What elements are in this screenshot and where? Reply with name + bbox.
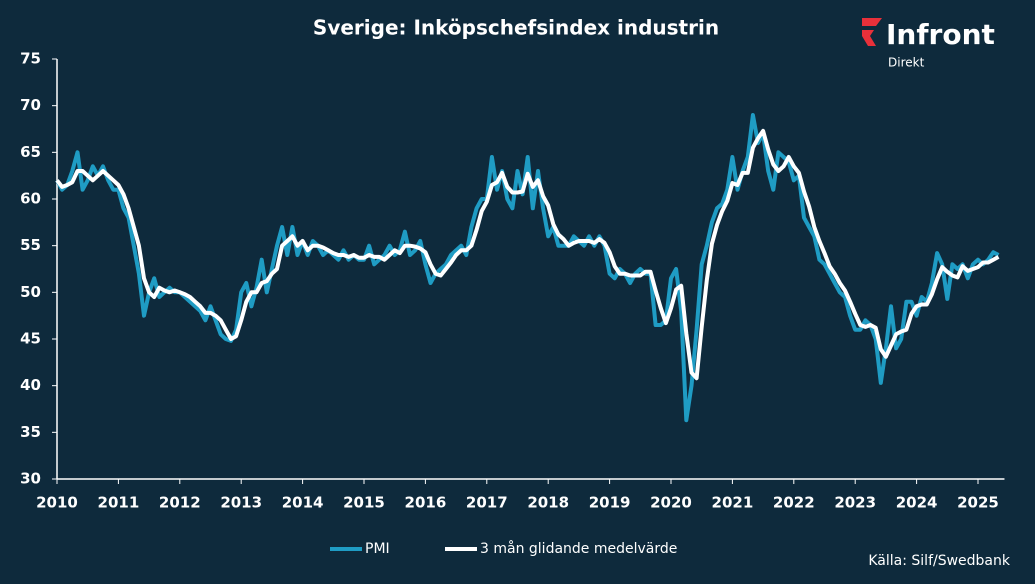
logo-text: Infront [886,18,995,51]
x-tick-label: 2010 [36,494,78,512]
x-tick-label: 2014 [282,494,324,512]
y-tick-label: 65 [20,143,41,161]
x-tick-label: 2020 [650,494,692,512]
y-tick-label: 55 [20,236,41,254]
x-tick-label: 2021 [712,494,754,512]
x-tick-label: 2019 [589,494,631,512]
series-line [55,128,1000,381]
x-tick-label: 2018 [527,494,569,512]
x-tick-label: 2025 [957,494,999,512]
y-tick-label: 35 [20,423,41,441]
x-tick-label: 2012 [159,494,201,512]
y-tick-label: 40 [20,376,41,394]
y-tick-label: 60 [20,190,41,208]
x-tick-label: 2022 [773,494,815,512]
x-tick-label: 2023 [834,494,876,512]
x-tick-label: 2013 [220,494,262,512]
x-tick-label: 2011 [98,494,140,512]
legend-label: 3 mån glidande medelvärde [480,540,677,557]
logo: Infront Direkt [862,18,995,70]
x-tick-label: 2024 [896,494,938,512]
x-tick-label: 2016 [405,494,447,512]
y-tick-label: 70 [20,96,41,114]
legend-label: PMI [365,541,390,557]
chart-title: Sverige: Inköpschefsindex industrin [313,16,719,40]
source: Källa: Silf/Swedbank [868,553,1011,569]
x-tick-label: 2017 [466,494,508,512]
y-tick-label: 45 [20,330,41,348]
y-tick-label: 30 [20,470,41,488]
y-tick-label: 75 [20,50,41,68]
x-tick-label: 2015 [343,494,385,512]
y-tick-label: 50 [20,283,41,301]
logo-subtext: Direkt [888,56,925,70]
logo-icon [862,18,882,46]
